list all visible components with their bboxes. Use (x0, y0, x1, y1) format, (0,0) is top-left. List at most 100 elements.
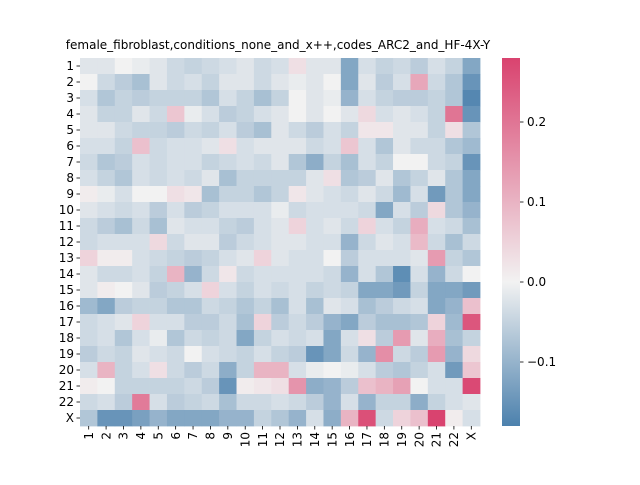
heatmap-cell (393, 122, 411, 139)
column-tick-label: 10 (238, 432, 252, 447)
heatmap-cell (306, 122, 324, 139)
heatmap-cell (427, 138, 446, 155)
column-tick-label: 4 (134, 432, 148, 440)
heatmap-cell (410, 410, 429, 427)
heatmap-cell (236, 202, 255, 219)
heatmap-cell (80, 410, 98, 427)
heatmap-cell (253, 266, 272, 283)
heatmap-cell (149, 90, 168, 107)
heatmap-cell (410, 186, 429, 203)
heatmap-cell (132, 346, 150, 363)
heatmap-cell (445, 282, 464, 299)
heatmap-cell (410, 58, 429, 75)
heatmap-cell (306, 186, 324, 203)
heatmap-cell (323, 186, 342, 203)
heatmap-cell (132, 122, 150, 139)
heatmap-cell (288, 330, 307, 347)
heatmap-cell (462, 218, 481, 235)
heatmap-cell (80, 186, 98, 203)
heatmap-cell (80, 234, 98, 251)
heatmap-cell (184, 346, 203, 363)
heatmap-cell (253, 202, 272, 219)
heatmap-cell (236, 330, 255, 347)
heatmap-cell (323, 218, 342, 235)
heatmap-cell (445, 330, 464, 347)
heatmap-cell (114, 170, 133, 187)
heatmap-cell (358, 266, 377, 283)
heatmap-cell (132, 58, 150, 75)
heatmap-cell (97, 186, 116, 203)
heatmap-cell (462, 90, 481, 107)
heatmap-cell (323, 314, 342, 331)
heatmap-cell (201, 378, 220, 395)
heatmap-cell (114, 58, 133, 75)
heatmap-cell (445, 218, 464, 235)
heatmap-cell (201, 154, 220, 171)
heatmap-cell (288, 250, 307, 267)
heatmap-cell (253, 410, 272, 427)
heatmap-cell (271, 90, 290, 107)
heatmap-cell (219, 362, 237, 379)
colorbar (502, 58, 520, 426)
heatmap-cell (132, 394, 150, 411)
column-tick-label: 19 (395, 432, 409, 447)
heatmap-cell (201, 218, 220, 235)
colorbar-tick-label: −0.1 (527, 355, 556, 369)
heatmap-cell (427, 170, 446, 187)
column-tick-label: 9 (221, 432, 235, 440)
heatmap-cell (427, 58, 446, 75)
heatmap-cell (271, 170, 290, 187)
heatmap-cell (80, 314, 98, 331)
heatmap-cell (375, 346, 394, 363)
heatmap-cell (132, 410, 150, 427)
heatmap-cell (132, 378, 150, 395)
heatmap-cell (114, 106, 133, 123)
heatmap-cell (219, 298, 237, 315)
heatmap-cell (236, 138, 255, 155)
heatmap-cell (97, 330, 116, 347)
heatmap-cell (306, 298, 324, 315)
heatmap-cell (149, 74, 168, 91)
heatmap-cell (445, 410, 464, 427)
heatmap-cell (393, 106, 411, 123)
heatmap-cell (97, 218, 116, 235)
heatmap-cell (375, 186, 394, 203)
heatmap-cell (184, 106, 203, 123)
heatmap-cell (219, 346, 237, 363)
heatmap-cell (166, 346, 185, 363)
heatmap-cell (271, 394, 290, 411)
heatmap-cell (80, 250, 98, 267)
heatmap-cell (462, 202, 481, 219)
heatmap-cell (114, 186, 133, 203)
heatmap-cell (375, 122, 394, 139)
heatmap-cell (375, 394, 394, 411)
heatmap-cell (340, 250, 359, 267)
heatmap-cell (97, 378, 116, 395)
column-tick-label: 15 (325, 432, 339, 447)
heatmap-cell (132, 282, 150, 299)
heatmap-cell (445, 90, 464, 107)
heatmap-cell (114, 234, 133, 251)
heatmap-cell (201, 330, 220, 347)
heatmap-cell (114, 154, 133, 171)
heatmap-cell (340, 362, 359, 379)
heatmap-cell (236, 314, 255, 331)
heatmap-cell (410, 314, 429, 331)
heatmap-cell (236, 394, 255, 411)
heatmap-cell (97, 234, 116, 251)
heatmap-cell (97, 170, 116, 187)
heatmap-cell (427, 202, 446, 219)
heatmap-cell (271, 346, 290, 363)
column-tick-label: 1 (82, 432, 96, 440)
heatmap-cell (288, 298, 307, 315)
heatmap-cell (445, 314, 464, 331)
heatmap-cell (236, 282, 255, 299)
heatmap-cell (114, 202, 133, 219)
heatmap-cell (427, 74, 446, 91)
column-tick-label: 7 (186, 432, 200, 440)
row-tick-label: 13 (59, 251, 74, 265)
heatmap-cell (149, 362, 168, 379)
heatmap-cell (306, 202, 324, 219)
heatmap-cell (340, 218, 359, 235)
heatmap-cell (253, 282, 272, 299)
